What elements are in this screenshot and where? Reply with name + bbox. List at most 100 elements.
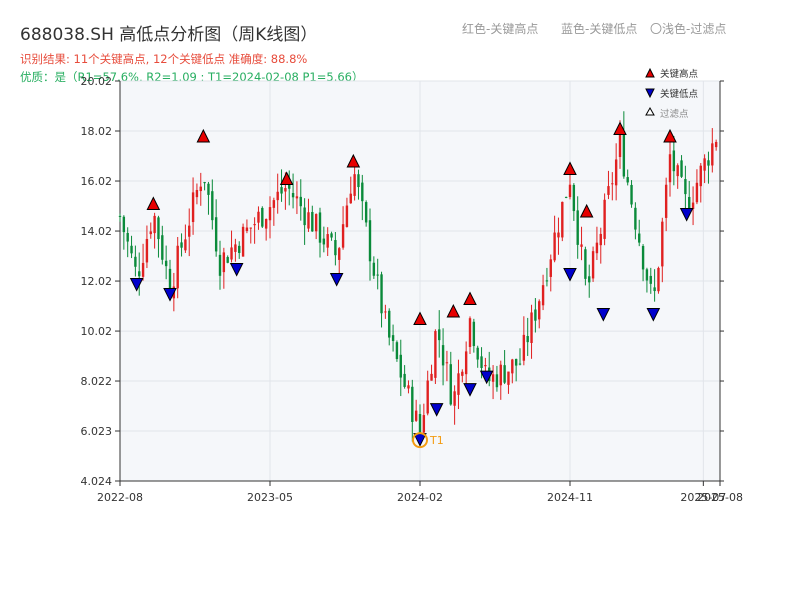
candle-body bbox=[430, 373, 433, 381]
candle-body bbox=[180, 242, 183, 248]
candle-body bbox=[249, 227, 252, 229]
candle-body bbox=[484, 365, 487, 367]
candle-body bbox=[118, 215, 122, 217]
candle-body bbox=[514, 358, 518, 366]
candle-body bbox=[334, 240, 337, 256]
candle-body bbox=[472, 321, 476, 347]
x-tick-label: 2025-07 bbox=[680, 491, 726, 504]
y-tick-label: 20.02 bbox=[81, 75, 113, 88]
candle-body bbox=[530, 312, 533, 343]
candle-body bbox=[338, 248, 341, 260]
candle-body bbox=[699, 165, 702, 187]
candle-body bbox=[464, 351, 468, 375]
y-tick-label: 16.02 bbox=[81, 175, 113, 188]
candle-body bbox=[345, 205, 349, 227]
candle-body bbox=[191, 192, 195, 223]
candle-body bbox=[564, 196, 568, 198]
candle-body bbox=[372, 262, 376, 276]
candle-body bbox=[130, 245, 133, 254]
candle-body bbox=[580, 244, 583, 247]
candle-body bbox=[526, 336, 529, 343]
candle-body bbox=[711, 143, 714, 166]
candle-body bbox=[214, 217, 218, 252]
candle-body bbox=[703, 158, 706, 171]
candle-body bbox=[349, 193, 352, 204]
key-high-marker bbox=[413, 311, 427, 326]
candle-body bbox=[591, 251, 595, 279]
candle-body bbox=[303, 207, 306, 226]
t1-label: T1 bbox=[429, 434, 444, 447]
legend-blue-text: 蓝色-关键低点 bbox=[561, 22, 638, 36]
key-low-marker bbox=[429, 403, 444, 417]
candle-body bbox=[476, 347, 479, 360]
candle-body bbox=[495, 374, 499, 388]
candle-body bbox=[680, 160, 683, 177]
candle-body bbox=[322, 238, 326, 245]
candle-body bbox=[199, 186, 202, 192]
candle-body bbox=[507, 371, 510, 385]
key-low-marker bbox=[596, 308, 611, 322]
candle-body bbox=[695, 182, 699, 203]
candle-body bbox=[557, 232, 560, 238]
candle-body bbox=[226, 257, 229, 263]
candle-body bbox=[295, 196, 299, 199]
candle-body bbox=[630, 184, 633, 205]
candle-body bbox=[222, 252, 226, 273]
key-low-marker bbox=[163, 288, 177, 302]
legend-low-icon bbox=[645, 88, 655, 99]
candle-body bbox=[176, 245, 179, 289]
candle-body bbox=[664, 184, 668, 218]
y-tick-label: 18.02 bbox=[81, 125, 113, 138]
candle-body bbox=[411, 386, 414, 422]
legend-filtered-icon bbox=[645, 106, 655, 116]
candles bbox=[118, 111, 718, 442]
candle-body bbox=[414, 410, 418, 421]
candle-body bbox=[164, 260, 168, 267]
candle-body bbox=[211, 191, 214, 221]
result-summary: 识别结果: 11个关键高点, 12个关键低点 准确度: 88.8% bbox=[20, 52, 308, 66]
candle-body bbox=[584, 249, 587, 279]
candle-body bbox=[364, 202, 368, 223]
key-high-marker bbox=[613, 121, 627, 136]
candle-body bbox=[126, 232, 129, 242]
candle-body bbox=[661, 221, 664, 267]
candle-body bbox=[518, 363, 522, 365]
candle-body bbox=[468, 318, 472, 347]
candle-body bbox=[657, 267, 660, 292]
legend-filtered-label: 过滤点 bbox=[660, 109, 689, 120]
candle-body bbox=[307, 212, 310, 229]
candle-body bbox=[618, 133, 622, 158]
key-high-marker bbox=[346, 153, 361, 168]
candle-body bbox=[376, 274, 379, 276]
candle-body bbox=[607, 186, 610, 195]
candle-body bbox=[572, 184, 576, 212]
candle-body bbox=[268, 207, 272, 221]
legend-red-text: 红色-关键高点 bbox=[462, 22, 539, 36]
candle-body bbox=[380, 274, 383, 314]
candle-body bbox=[538, 301, 541, 320]
y-tick-label: 4.024 bbox=[81, 475, 113, 488]
candle-body bbox=[576, 210, 579, 245]
key-low-marker bbox=[329, 273, 344, 287]
candle-body bbox=[291, 193, 295, 198]
candle-body bbox=[453, 391, 456, 406]
chart-title: 688038.SH 高低点分析图（周K线图） bbox=[20, 25, 318, 45]
candle-body bbox=[341, 224, 345, 248]
candle-body bbox=[395, 342, 399, 360]
y-tick-label: 14.02 bbox=[81, 225, 113, 238]
legend-high-label: 关键高点 bbox=[660, 69, 699, 80]
candle-body bbox=[645, 269, 649, 281]
candle-body bbox=[245, 227, 249, 231]
candle-body bbox=[438, 329, 441, 341]
candle-body bbox=[511, 359, 514, 374]
candle-body bbox=[280, 187, 283, 194]
key-low-marker bbox=[563, 268, 577, 282]
candle-body bbox=[195, 189, 199, 198]
candle-body bbox=[449, 364, 452, 405]
candle-body bbox=[261, 207, 264, 227]
candle-body bbox=[561, 201, 564, 238]
candle-body bbox=[318, 212, 322, 243]
candle-body bbox=[499, 364, 502, 386]
candle-body bbox=[403, 373, 406, 387]
